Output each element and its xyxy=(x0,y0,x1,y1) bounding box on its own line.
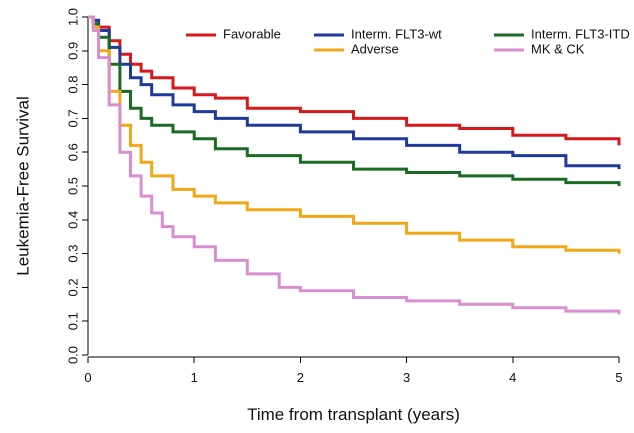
legend: Favorable Interm. FLT3-wt Interm. FLT3-ITD… xyxy=(186,26,630,56)
series-line-mk-ck xyxy=(88,15,621,315)
series-lines xyxy=(88,15,621,315)
y-tick-label: 0.6 xyxy=(65,143,80,161)
y-tick-label: 0.9 xyxy=(65,42,80,60)
y-tick-label: 0.3 xyxy=(65,245,80,263)
x-tick-label: 1 xyxy=(191,370,198,385)
legend-label: MK & CK xyxy=(531,41,585,56)
legend-label: Interm. FLT3-wt xyxy=(351,26,442,41)
y-tick-label: 0.4 xyxy=(65,211,80,229)
x-tick-label: 2 xyxy=(297,370,304,385)
axes: 0.0 0.1 0.2 0.3 0.4 0.5 0.6 0.7 0.8 0.9 1.0 0 1 2 3 4 5 xyxy=(65,8,622,385)
y-tick-label: 1.0 xyxy=(65,8,80,26)
x-tick-label: 0 xyxy=(84,370,91,385)
y-tick-label: 0.8 xyxy=(65,76,80,94)
x-tick-label: 3 xyxy=(403,370,410,385)
y-axis-title: Leukemia-Free Survival xyxy=(13,96,32,276)
legend-label: Interm. FLT3-ITD xyxy=(531,26,630,41)
x-tick-label: 5 xyxy=(615,370,622,385)
legend-label: Favorable xyxy=(223,26,281,41)
y-tick-label: 0.0 xyxy=(65,346,80,364)
y-tick-label: 0.1 xyxy=(65,312,80,330)
x-tick-label: 4 xyxy=(509,370,516,385)
y-tick-label: 0.7 xyxy=(65,109,80,127)
legend-label: Adverse xyxy=(351,41,399,56)
y-tick-label: 0.5 xyxy=(65,177,80,195)
x-axis-title: Time from transplant (years) xyxy=(247,405,460,424)
y-tick-label: 0.2 xyxy=(65,278,80,296)
